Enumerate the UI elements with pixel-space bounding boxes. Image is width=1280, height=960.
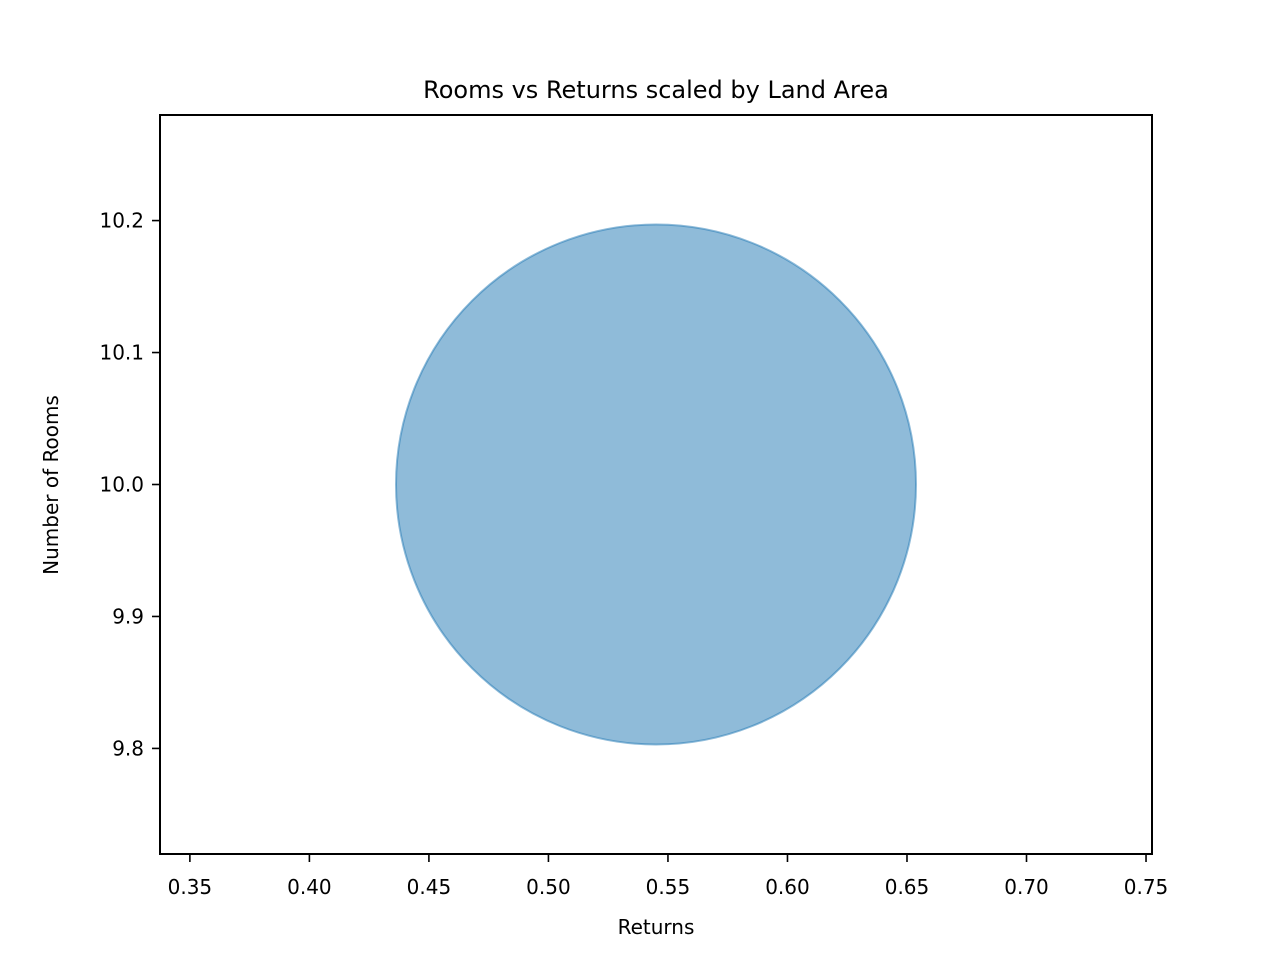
y-tick-label: 10.2 — [99, 209, 144, 233]
x-tick-label: 0.60 — [765, 875, 810, 899]
y-axis-ticks: 9.8 9.9 10.0 10.1 10.2 — [99, 209, 160, 760]
points-layer — [395, 223, 917, 746]
x-tick-label: 0.35 — [168, 875, 213, 899]
x-tick-label: 0.40 — [287, 875, 332, 899]
x-tick-label: 0.45 — [407, 875, 452, 899]
x-tick-label: 0.75 — [1124, 875, 1169, 899]
x-tick-label: 0.55 — [646, 875, 691, 899]
y-tick-label: 9.9 — [112, 604, 144, 628]
y-axis-label: Number of Rooms — [39, 395, 63, 575]
scatter-point — [395, 223, 917, 746]
x-tick-label: 0.50 — [526, 875, 571, 899]
y-tick-label: 9.8 — [112, 736, 144, 760]
x-tick-label: 0.70 — [1004, 875, 1049, 899]
y-tick-label: 10.0 — [99, 473, 144, 497]
x-axis-ticks: 0.35 0.40 0.45 0.50 0.55 0.60 0.65 0.70 0.75 — [168, 854, 1169, 899]
chart-title: Rooms vs Returns scaled by Land Area — [423, 76, 889, 104]
x-tick-label: 0.65 — [885, 875, 930, 899]
x-axis-label: Returns — [618, 915, 695, 939]
y-tick-label: 10.1 — [99, 341, 144, 365]
